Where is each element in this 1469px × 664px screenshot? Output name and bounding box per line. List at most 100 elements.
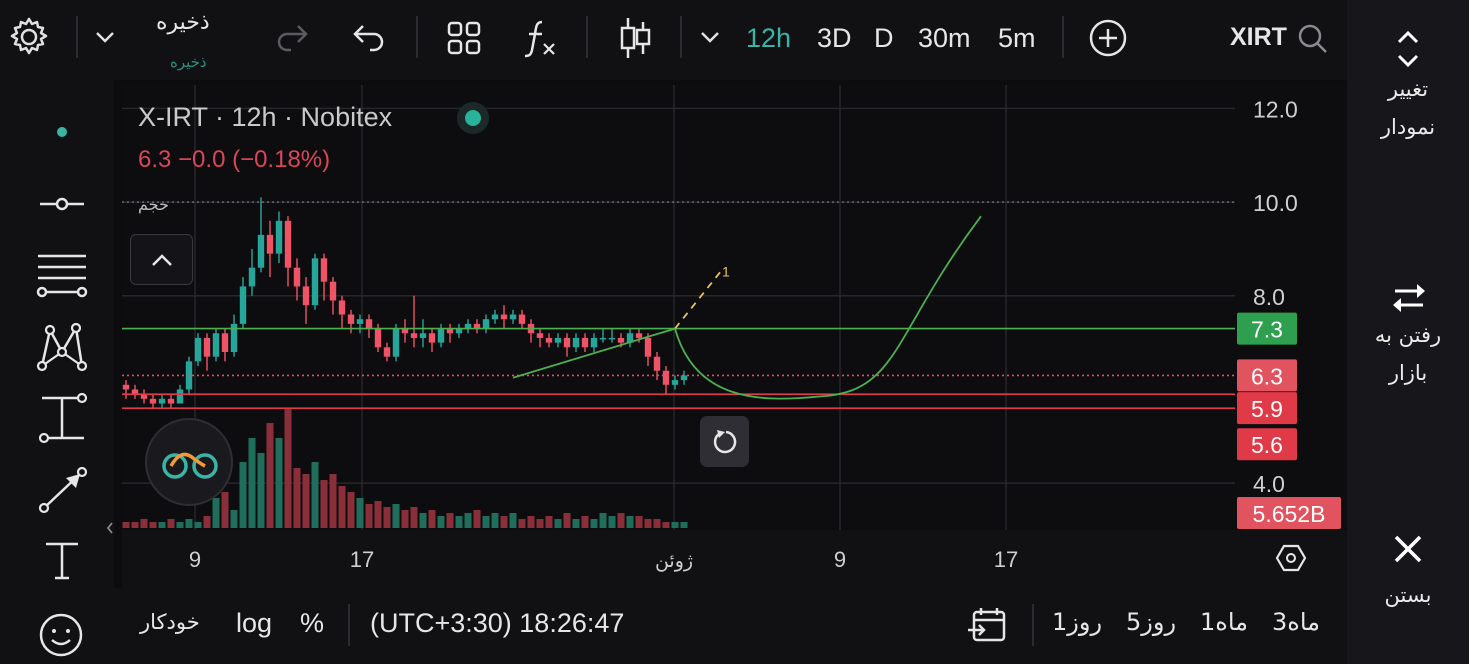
candle-body — [653, 356, 661, 371]
log-scale-toggle[interactable]: log — [236, 608, 273, 638]
volume-bar — [239, 462, 247, 528]
volume-bar — [383, 507, 391, 528]
add-circle-icon[interactable] — [1088, 18, 1128, 58]
price-badge-label: 6.3 — [1251, 363, 1283, 389]
fib-lines-icon[interactable] — [34, 250, 90, 300]
candle-body — [500, 314, 508, 320]
curve-drawing[interactable] — [674, 215, 982, 400]
candle-body — [230, 323, 238, 352]
undo-icon[interactable] — [350, 22, 386, 54]
range-1m-button[interactable]: 1ماه — [1200, 608, 1249, 636]
text-tool-icon[interactable] — [42, 540, 82, 582]
symbol-label[interactable]: XIRT — [1230, 23, 1287, 51]
candle-body — [626, 333, 634, 343]
redo-icon[interactable] — [275, 22, 311, 54]
close-button[interactable]: بستن — [1384, 583, 1432, 607]
chevron-down-icon[interactable] — [93, 28, 117, 46]
chevron-down-icon[interactable] — [698, 28, 722, 46]
interval-30m[interactable]: 30m — [918, 23, 971, 53]
axis-settings-icon[interactable] — [1275, 544, 1307, 572]
close-icon[interactable] — [1393, 534, 1423, 564]
price-tick-label: 12.0 — [1253, 96, 1298, 122]
volume-bar — [671, 522, 679, 528]
crosshair-dot-icon[interactable] — [50, 120, 74, 144]
volume-bar — [554, 519, 562, 528]
swap-vertical-icon[interactable] — [1393, 26, 1423, 70]
price-badge[interactable] — [1237, 428, 1297, 461]
change-chart-button[interactable]: تغییر نمودار — [1380, 77, 1436, 139]
interval-5m[interactable]: 5m — [998, 23, 1036, 53]
price-badge[interactable] — [1237, 392, 1297, 425]
emoji-icon[interactable] — [38, 612, 84, 658]
volume-bar — [275, 438, 283, 528]
auto-scale-toggle[interactable]: خودکار — [140, 610, 200, 634]
volume-bar — [203, 516, 211, 528]
candle-body — [320, 258, 328, 282]
candle-body — [293, 267, 301, 287]
trend-line[interactable] — [512, 327, 676, 379]
percent-scale-toggle[interactable]: % — [300, 608, 325, 638]
volume-bar — [563, 513, 571, 528]
volume-bar — [437, 516, 445, 528]
price-badge[interactable] — [1237, 312, 1297, 345]
candle-body — [284, 220, 292, 268]
indicators-icon[interactable] — [522, 18, 558, 58]
candle-body — [356, 319, 364, 324]
candle-body — [581, 337, 589, 348]
pattern-icon[interactable] — [36, 322, 88, 372]
price-badge[interactable] — [1237, 497, 1341, 529]
volume-bar — [419, 513, 427, 528]
range-1d-button[interactable]: 1روز — [1052, 608, 1103, 636]
price-change-readout: 6.3 −0.0 (−0.18%) — [138, 146, 331, 173]
range-5d-button[interactable]: 5روز — [1126, 608, 1177, 636]
chart-canvas[interactable]: 1 12.0 10.0 8.0 4.0 7.3 6.3 5.9 5.6 5.652B 9 17 ژوئن… — [122, 85, 1347, 588]
horizontal-line-icon[interactable] — [38, 190, 86, 218]
chevron-left-icon[interactable] — [104, 520, 116, 536]
candle-body — [338, 300, 346, 315]
broker-logo-button[interactable] — [145, 418, 233, 506]
search-icon[interactable] — [1296, 22, 1330, 56]
candle-body — [122, 384, 130, 390]
candle-body — [509, 314, 517, 320]
volume-bar — [536, 519, 544, 528]
interval-d[interactable]: D — [874, 23, 894, 53]
candle-body — [221, 333, 229, 352]
interval-12h[interactable]: 12h — [746, 23, 792, 53]
candle-body — [239, 286, 247, 324]
candle-body — [311, 258, 319, 306]
price-tick-label: 4.0 — [1253, 471, 1285, 497]
measure-icon[interactable] — [38, 392, 88, 444]
candle-body — [383, 347, 391, 357]
range-3m-button[interactable]: 3ماه — [1272, 608, 1321, 636]
candle-body — [158, 398, 166, 404]
settings-icon[interactable] — [8, 16, 50, 58]
volume-bar — [365, 504, 373, 528]
candles-icon[interactable] — [617, 16, 653, 60]
price-tick-label: 8.0 — [1253, 284, 1285, 310]
collapse-legend-button[interactable] — [130, 234, 193, 285]
interval-3d[interactable]: 3D — [817, 23, 852, 53]
toolbar-divider — [416, 16, 418, 58]
go-to-market-button[interactable]: رفتن به بازار — [1374, 323, 1442, 385]
candle-body — [275, 220, 283, 254]
save-layout-label[interactable]: ذخیره — [156, 10, 210, 35]
save-layout-sublabel: ذخیره — [170, 53, 207, 71]
candle-body — [266, 234, 274, 254]
volume-bar — [158, 522, 166, 528]
volume-bar — [149, 522, 157, 528]
price-chart[interactable]: 1 12.0 10.0 8.0 4.0 7.3 6.3 5.9 5.6 5.652B 9 17 ژوئن… — [122, 85, 1347, 588]
swap-horizontal-icon[interactable] — [1389, 280, 1429, 316]
bike-logo-icon — [162, 452, 218, 479]
layouts-icon[interactable] — [446, 20, 482, 56]
volume-bar — [320, 480, 328, 528]
candle-body — [644, 337, 652, 357]
volume-label: حجم — [138, 195, 169, 214]
volume-bar — [662, 522, 670, 528]
price-tick-label: 10.0 — [1253, 190, 1298, 216]
reset-chart-button[interactable] — [700, 416, 749, 467]
price-badge[interactable] — [1237, 359, 1297, 392]
volume-bar — [392, 504, 400, 528]
volume-bar — [221, 492, 229, 528]
arrow-tool-icon[interactable] — [36, 466, 88, 516]
calendar-goto-icon[interactable] — [966, 606, 1008, 644]
